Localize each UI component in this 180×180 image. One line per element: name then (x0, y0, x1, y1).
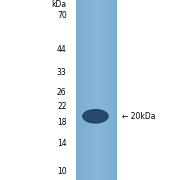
Bar (116, 0, 117, 180)
Bar (80, 0, 81, 180)
Bar (84, 0, 85, 180)
Bar (92, 0, 93, 180)
Bar (93, 0, 94, 180)
Bar (86, 0, 87, 180)
Bar (87, 0, 88, 180)
Bar (100, 0, 101, 180)
Bar (82, 0, 83, 180)
Bar (102, 0, 103, 180)
Bar (76, 0, 77, 180)
Bar (101, 0, 102, 180)
Bar (98, 0, 99, 180)
Bar (106, 0, 107, 180)
Text: 14: 14 (57, 139, 67, 148)
Polygon shape (83, 110, 108, 123)
Bar (107, 0, 108, 180)
Bar (110, 0, 111, 180)
Bar (104, 0, 105, 180)
Bar (115, 0, 116, 180)
Bar (90, 0, 91, 180)
Text: 10: 10 (57, 167, 67, 176)
Bar (95, 0, 96, 180)
Bar (96, 0, 97, 180)
Bar (97, 0, 98, 180)
Bar (79, 0, 80, 180)
Bar (113, 0, 114, 180)
Text: ← 20kDa: ← 20kDa (122, 112, 156, 121)
Text: 44: 44 (57, 45, 67, 54)
Bar (103, 0, 104, 180)
Bar (81, 0, 82, 180)
Bar (89, 0, 90, 180)
Bar (78, 0, 79, 180)
Text: 18: 18 (57, 118, 67, 127)
Bar (114, 0, 115, 180)
Text: 70: 70 (57, 11, 67, 20)
Bar (112, 0, 113, 180)
Bar (94, 0, 95, 180)
Bar (108, 0, 109, 180)
Text: kDa: kDa (51, 0, 67, 9)
Text: 22: 22 (57, 102, 67, 111)
Bar (88, 0, 89, 180)
Text: 33: 33 (57, 68, 67, 77)
Bar (111, 0, 112, 180)
Bar (76, 0, 117, 180)
Bar (85, 0, 86, 180)
Bar (77, 0, 78, 180)
Text: 26: 26 (57, 88, 67, 97)
Bar (91, 0, 92, 180)
Bar (99, 0, 100, 180)
Bar (105, 0, 106, 180)
Bar (109, 0, 110, 180)
Bar (83, 0, 84, 180)
